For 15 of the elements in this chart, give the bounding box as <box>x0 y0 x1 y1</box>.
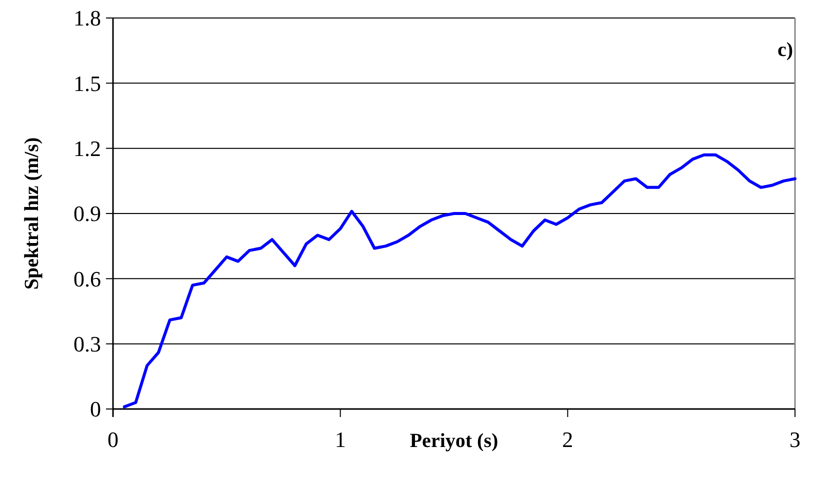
y-axis-title: Spektral hız (m/s) <box>21 137 43 290</box>
x-tick-label: 2 <box>562 427 574 452</box>
annotation: c) <box>777 39 793 61</box>
y-tick-label: 0.3 <box>74 332 101 357</box>
x-tick-label: 1 <box>334 427 346 452</box>
x-axis-title: Periyot (s) <box>410 430 498 452</box>
line-series <box>122 153 796 408</box>
x-tick-label: 3 <box>790 427 800 452</box>
y-tick-label: 0.6 <box>74 266 101 292</box>
y-tick-label: 0.9 <box>74 201 101 226</box>
y-tick-label: 1.5 <box>74 70 101 96</box>
x-tick-label: 0 <box>108 427 118 452</box>
y-tick-label: 0 <box>90 396 101 422</box>
y-tick-label: 1.2 <box>74 136 101 162</box>
y-tick-label: 1.8 <box>74 6 101 31</box>
